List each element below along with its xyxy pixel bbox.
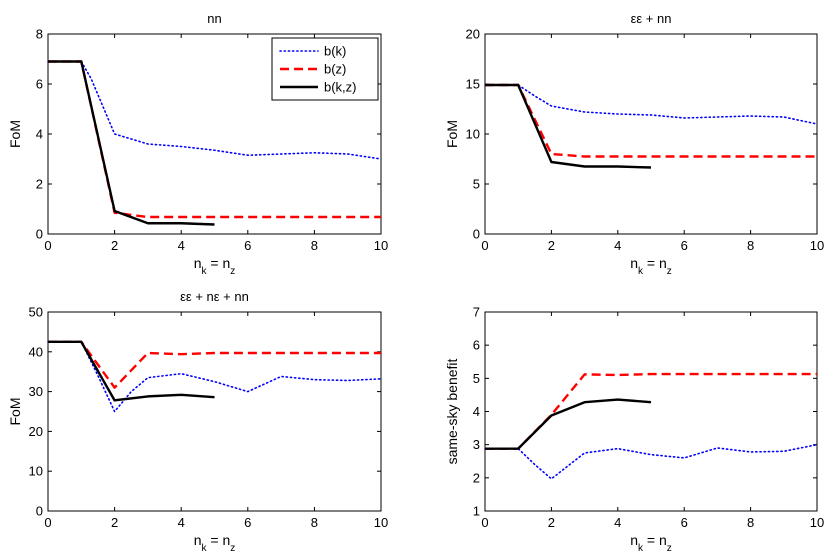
panel-2: 0 2 4 6 8 10 0 5 10 15 20 εε + nn nk = nz FoM <box>444 11 824 277</box>
x-tick-label: 10 <box>374 238 388 253</box>
x-axis-label: nk = nz <box>194 532 236 554</box>
y-tick-label: 7 <box>473 305 480 320</box>
plot-frame <box>484 311 818 512</box>
y-tick-label: 2 <box>473 470 480 485</box>
y-axis-label: FoM <box>7 398 23 426</box>
y-tick-label: 30 <box>29 384 43 399</box>
x-tick-label: 2 <box>548 238 555 253</box>
series-line-bkz <box>485 83 652 169</box>
series-line-bk <box>47 60 382 160</box>
x-tick-label: 2 <box>111 515 118 530</box>
x-axis-label: nk = nz <box>194 255 236 277</box>
y-tick-label: 15 <box>466 77 480 92</box>
y-tick-label: 0 <box>36 227 43 242</box>
plot-frame <box>484 33 818 235</box>
x-axis-label: nk = nz <box>630 532 672 554</box>
y-tick-label: 5 <box>473 371 480 386</box>
x-tick-label: 4 <box>614 515 621 530</box>
y-tick-label: 4 <box>36 127 43 142</box>
x-tick-label: 8 <box>311 515 318 530</box>
series-line-bk <box>47 341 382 413</box>
series-line-bz <box>48 340 381 389</box>
series-line-bz <box>485 372 817 450</box>
y-tick-label: 0 <box>473 227 480 242</box>
y-tick-label: 3 <box>473 437 480 452</box>
y-axis-label: FoM <box>7 120 23 148</box>
x-tick-label: 4 <box>614 238 621 253</box>
x-tick-label: 4 <box>178 515 185 530</box>
y-tick-label: 6 <box>36 77 43 92</box>
series-line-bk <box>484 443 818 480</box>
y-tick-label: 2 <box>36 177 43 192</box>
y-tick-label: 6 <box>473 338 480 353</box>
x-tick-label: 6 <box>681 238 688 253</box>
y-tick-label: 50 <box>29 305 43 320</box>
panel-title: εε + nε + nn <box>180 289 249 304</box>
x-tick-label: 10 <box>810 515 824 530</box>
x-tick-label: 6 <box>681 515 688 530</box>
x-tick-label: 6 <box>244 515 251 530</box>
x-tick-label: 2 <box>548 515 555 530</box>
series-line-bz <box>485 83 817 158</box>
legend: b(k) b(z) b(k,z) <box>271 37 379 101</box>
x-tick-label: 0 <box>481 515 488 530</box>
x-tick-label: 4 <box>178 238 185 253</box>
y-tick-label: 40 <box>29 344 43 359</box>
panel-title: εε + nn <box>631 11 672 26</box>
x-tick-label: 6 <box>244 238 251 253</box>
x-tick-label: 8 <box>747 238 754 253</box>
plot-frame <box>47 311 382 512</box>
legend-label: b(z) <box>324 62 346 77</box>
y-tick-label: 10 <box>466 127 480 142</box>
y-tick-label: 20 <box>29 424 43 439</box>
x-tick-label: 10 <box>810 238 824 253</box>
series-line-bz <box>48 60 381 219</box>
series-line-bkz <box>48 340 215 402</box>
x-tick-label: 0 <box>44 515 51 530</box>
y-tick-label: 1 <box>473 504 480 519</box>
legend-box <box>271 37 379 101</box>
y-tick-label: 8 <box>36 27 43 42</box>
y-axis-label: FoM <box>444 120 460 148</box>
x-tick-label: 0 <box>481 238 488 253</box>
y-tick-label: 20 <box>466 27 480 42</box>
x-tick-label: 8 <box>311 238 318 253</box>
x-tick-label: 0 <box>44 238 51 253</box>
panel-3: 0 2 4 6 8 10 0 10 20 30 40 50 εε + nε + nn nk = nz FoM <box>7 289 388 554</box>
x-axis-label: nk = nz <box>630 255 672 277</box>
y-axis-label: same-sky benefit <box>444 358 460 464</box>
series-line-bk <box>484 84 818 125</box>
series-line-bkz <box>48 60 215 226</box>
panel-title: nn <box>207 11 221 26</box>
x-tick-label: 2 <box>111 238 118 253</box>
series-line-bkz <box>485 398 652 450</box>
legend-label: b(k) <box>324 44 346 59</box>
x-tick-label: 8 <box>747 515 754 530</box>
y-tick-label: 10 <box>29 464 43 479</box>
x-tick-label: 10 <box>374 515 388 530</box>
panel-1: 0 2 4 6 8 10 0 2 4 6 8 nn nk = nz FoM b(k) b(z) b(k,z) <box>7 11 388 277</box>
legend-label: b(k,z) <box>324 80 357 95</box>
y-tick-label: 5 <box>473 177 480 192</box>
y-tick-label: 4 <box>473 404 480 419</box>
y-tick-label: 0 <box>36 504 43 519</box>
